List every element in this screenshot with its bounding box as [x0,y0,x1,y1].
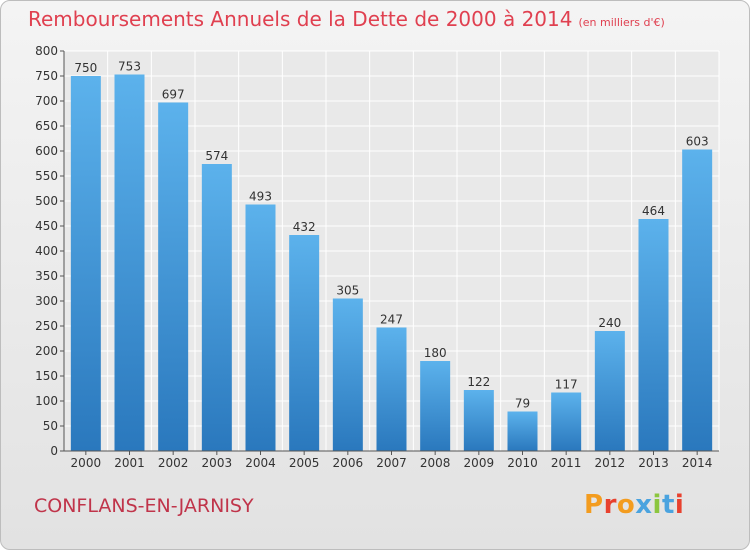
chart-subtitle: (en milliers d'€) [578,16,665,29]
data-label-2007: 247 [380,313,403,327]
data-label-2008: 180 [424,346,447,360]
y-tick-label: 100 [35,394,58,408]
x-tick-label-2011: 2011 [551,456,582,470]
x-tick-label-2001: 2001 [114,456,145,470]
commune-name: CONFLANS-EN-JARNISY [34,495,254,517]
logo-letter: o [616,490,636,520]
x-tick-label-2014: 2014 [682,456,713,470]
y-tick-label: 650 [35,119,58,133]
logo-letter: i [652,490,662,520]
x-tick-label-2009: 2009 [464,456,495,470]
data-label-2004: 493 [249,190,272,204]
bar-2000 [70,76,101,451]
x-tick-label-2010: 2010 [507,456,538,470]
x-tick-label-2006: 2006 [333,456,364,470]
chart-title: Remboursements Annuels de la Dette de 20… [28,7,665,31]
x-tick-label-2003: 2003 [202,456,233,470]
logo-letter: i [674,490,685,520]
data-label-2002: 697 [162,88,185,102]
x-tick-label-2002: 2002 [158,456,189,470]
x-tick-label-2012: 2012 [595,456,626,470]
bar-2008 [420,361,451,451]
bar-2001 [114,74,145,451]
bar-2003 [201,164,232,451]
bar-2014 [682,149,713,451]
bar-2009 [463,390,494,451]
y-tick-label: 450 [35,219,58,233]
x-tick-label-2004: 2004 [245,456,276,470]
y-tick-label: 400 [35,244,58,258]
bar-2002 [158,102,189,451]
x-tick-label-2007: 2007 [376,456,407,470]
y-tick-label: 150 [35,369,58,383]
y-tick-label: 250 [35,319,58,333]
data-label-2006: 305 [336,284,359,298]
data-label-2012: 240 [598,316,621,330]
bar-2004 [245,204,276,451]
data-label-2009: 122 [467,375,490,389]
y-tick-label: 550 [35,169,58,183]
y-tick-label: 750 [35,69,58,83]
data-label-2003: 574 [205,149,228,163]
data-label-2005: 432 [293,220,316,234]
y-tick-label: 300 [35,294,58,308]
y-tick-label: 200 [35,344,58,358]
y-tick-label: 700 [35,94,58,108]
bar-2011 [551,392,582,451]
data-label-2014: 603 [686,135,709,149]
data-label-2010: 79 [515,397,530,411]
y-tick-label: 800 [35,44,58,58]
x-tick-label-2005: 2005 [289,456,320,470]
bar-2010 [507,411,538,451]
bar-2012 [594,331,625,451]
y-tick-label: 600 [35,144,58,158]
data-label-2000: 750 [74,61,97,75]
y-tick-label: 500 [35,194,58,208]
proxiti-logo: Proxiti [584,490,684,520]
x-tick-label-2000: 2000 [71,456,102,470]
bar-2007 [376,327,407,451]
x-tick-label-2013: 2013 [638,456,669,470]
bar-2013 [638,219,669,451]
logo-letter: r [603,490,617,520]
x-tick-label-2008: 2008 [420,456,451,470]
bar-2005 [289,235,320,451]
logo-letter: P [584,490,604,520]
data-label-2001: 753 [118,60,141,74]
y-tick-label: 0 [50,444,58,458]
logo-letter: x [635,490,653,520]
data-label-2013: 464 [642,204,665,218]
y-tick-label: 50 [43,419,58,433]
y-tick-label: 350 [35,269,58,283]
bar-2006 [332,298,363,451]
logo-letter: t [661,490,675,520]
data-label-2011: 117 [555,378,578,392]
